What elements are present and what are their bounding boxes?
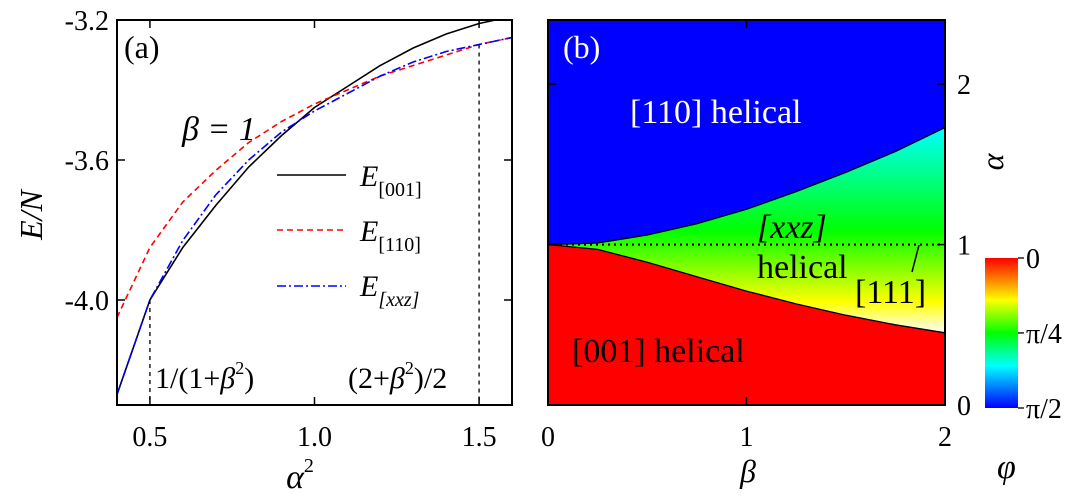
region-label-110: [110] helical (630, 94, 802, 131)
series-line-2 (117, 36, 512, 395)
series-line-0 (117, 20, 496, 395)
panel-a-label: (a) (124, 29, 160, 65)
panel-a-ticks: 0.5 1.0 1.5 -3.2 -3.6 -4.0 (65, 6, 512, 453)
marker-label-right: (2+β2)/2 (348, 358, 447, 395)
lower-boundary-line (547, 243, 946, 334)
colorbar (985, 258, 1018, 408)
colorbar-tick-label: 0 (1026, 244, 1040, 275)
upper-boundary-line (547, 126, 946, 246)
region-label-helical: helical (757, 249, 848, 286)
legend: E[001] E[110] E[xxz] (277, 160, 422, 311)
y-tick-label: -3.6 (65, 146, 109, 177)
y-tick-label: -4.0 (65, 286, 109, 317)
panel-a: 0.5 1.0 1.5 -3.2 -3.6 -4.0 (a) β = 1 E[001] E… (13, 6, 513, 496)
y-tick-label: 2 (957, 70, 971, 101)
y-tick-label: 0 (957, 391, 971, 422)
beta-annotation: β = 1 (181, 111, 256, 148)
x-tick-label: 0.5 (132, 422, 167, 453)
middle-region (548, 127, 945, 333)
panel-a-marker-lines (149, 44, 480, 405)
x-tick-label: 1.5 (462, 422, 497, 453)
panel-a-y-axis-label: E/N (13, 188, 49, 240)
marker-label-left: 1/(1+β2) (155, 358, 254, 395)
legend-label-110: E[110] (359, 215, 421, 256)
region-label-xxz: [xxz] (757, 209, 827, 246)
y-tick-label: 1 (957, 231, 971, 262)
colorbar-variable: φ (997, 449, 1016, 486)
pointer-111 (911, 244, 920, 273)
region-label-111: [111] (855, 274, 926, 311)
region-label-001: [001] helical (572, 333, 745, 370)
y-tick-label: -3.2 (65, 6, 109, 37)
panel-b-label: (b) (563, 29, 600, 65)
colorbar-tick-label: π/4 (1026, 319, 1062, 350)
legend-label-xxz: E[xxz] (359, 270, 419, 311)
x-tick-label: 1 (740, 422, 754, 453)
lower-region (548, 244, 945, 405)
panel-b-y-axis-label: α (974, 152, 1010, 170)
colorbar-tick-label: π/2 (1026, 394, 1062, 425)
colorbar-ticks: 0 π/4 π/2 (1018, 244, 1062, 425)
x-tick-label: 0 (541, 422, 555, 453)
panel-a-x-axis-label: α2 (286, 455, 314, 496)
panel-a-frame (116, 19, 513, 406)
x-tick-label: 2 (938, 422, 952, 453)
x-tick-label: 1.0 (297, 422, 332, 453)
series-line-1 (117, 36, 512, 318)
legend-label-001: E[001] (359, 160, 422, 201)
panel-a-series (117, 20, 512, 395)
panel-b-x-axis-label: β (739, 453, 756, 489)
